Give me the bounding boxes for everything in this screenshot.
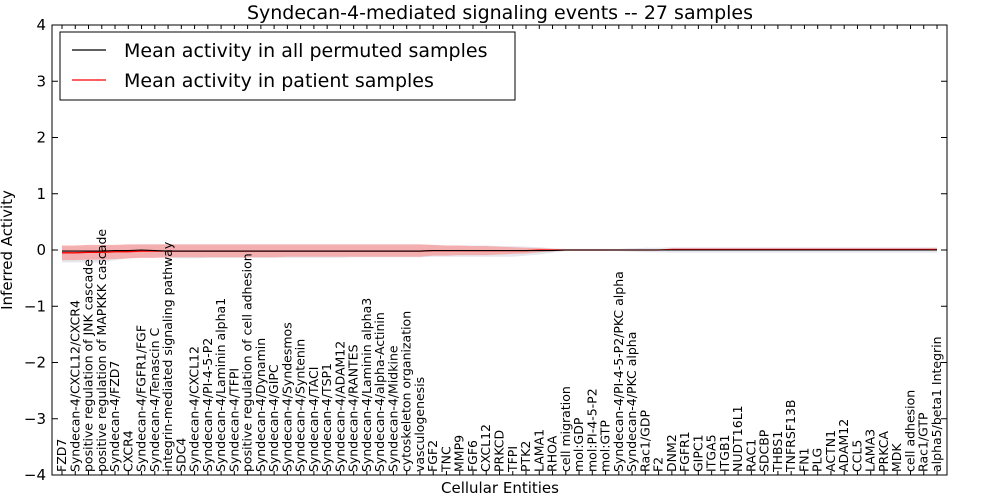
- x-category-label: alpha5/beta1 Integrin: [929, 336, 944, 472]
- x-category-label: cell migration: [558, 386, 573, 472]
- x-category-label: Syndecan-4/PKC alpha: [624, 332, 639, 472]
- x-category-label: Syndecan-4/ADAM12: [332, 341, 347, 472]
- x-category-label: Syndecan-4/Laminin alpha3: [359, 298, 374, 472]
- x-category-label: MDK: [889, 443, 904, 472]
- x-category-label: Syndecan-4/GIPC: [266, 364, 281, 472]
- x-category-label: FGF2: [425, 440, 440, 472]
- x-category-label: TNFRSF13B: [783, 400, 798, 473]
- x-category-label: DNM2: [664, 434, 679, 472]
- x-category-label: Syndecan-4/Tenascin C: [147, 327, 162, 472]
- x-category-label: Syndecan-4/Syndesmos: [279, 322, 294, 472]
- legend-label-patient: Mean activity in patient samples: [124, 70, 434, 92]
- y-tick-label: −4: [24, 466, 46, 484]
- x-category-label: Rac1/GDP: [637, 410, 652, 472]
- y-tick-label: 3: [36, 72, 46, 90]
- x-category-label: Syndecan-4/CXCL12/CXCR4: [67, 300, 82, 472]
- legend-box: [59, 31, 516, 101]
- y-tick-label: −2: [24, 354, 46, 372]
- y-tick-label: 2: [36, 129, 46, 147]
- band-patient: [62, 244, 937, 261]
- x-category-label: Syndecan-4/RANTES: [346, 344, 361, 472]
- x-category-label: Syndecan-4/FGFR1/FGF: [134, 325, 149, 472]
- x-category-label: CCL5: [850, 440, 865, 472]
- x-axis-label: Cellular Entities: [441, 479, 559, 497]
- confidence-bands: [62, 244, 937, 263]
- x-category-label: cell adhesion: [903, 390, 918, 472]
- x-category-label: LAMA3: [863, 429, 878, 472]
- x-category-label: THBS1: [770, 431, 785, 473]
- x-category-label: FGF6: [465, 440, 480, 472]
- x-category-label: Syndecan-4/TSP1: [319, 363, 334, 472]
- series-lines: [62, 248, 937, 254]
- y-tick-label: 4: [36, 16, 46, 34]
- x-category-label: Syndecan-4/PI-4-5-P2/PKC alpha: [611, 271, 626, 472]
- x-category-label: SDC4: [173, 438, 188, 472]
- y-axis-label: Inferred Activity: [0, 190, 16, 310]
- x-axis: [61, 25, 938, 475]
- y-tick-label: −1: [24, 297, 46, 315]
- x-category-label: Syndecan-4/Dynamin: [253, 338, 268, 472]
- x-category-label: FN1: [796, 447, 811, 472]
- y-tick-label: −3: [24, 410, 46, 428]
- x-category-label: mol:GDP: [571, 417, 586, 472]
- x-category-label: GIPC1: [690, 434, 705, 472]
- x-category-label: cytoskeleton organization: [399, 311, 414, 472]
- x-category-label: ACTN1: [823, 430, 838, 472]
- x-category-label: FZD7: [54, 439, 69, 472]
- x-category-label: PTK2: [518, 441, 533, 472]
- x-category-label: F2: [651, 457, 666, 472]
- x-category-label: MMP9: [452, 435, 467, 472]
- y-tick-label: 1: [36, 185, 46, 203]
- x-category-label: PRKCD: [492, 430, 507, 472]
- x-category-label: Syndecan-4/FZD7: [107, 361, 122, 472]
- x-category-label: SDCBP: [757, 429, 772, 472]
- chart-title: Syndecan-4-mediated signaling events -- …: [247, 2, 753, 24]
- x-category-label: positive regulation of JNK cascade: [81, 259, 96, 472]
- x-category-label: integrin-mediated signaling pathway: [160, 241, 175, 472]
- x-category-label: Rac1/GTP: [916, 412, 931, 472]
- x-category-label: positive regulation of MAPKKK cascade: [94, 229, 109, 472]
- x-category-label: RHOA: [545, 435, 560, 472]
- x-category-label: TFPI: [505, 446, 520, 473]
- x-category-label: mol:GTP: [598, 420, 613, 472]
- x-category-label: Syndecan-4/PI-4-5-P2: [200, 338, 215, 472]
- x-category-label: Syndecan-4/TFPI: [226, 368, 241, 472]
- x-category-label: positive regulation of cell adhesion: [240, 253, 255, 472]
- x-category-label: ITGB1: [717, 434, 732, 472]
- x-category-label: ADAM12: [836, 419, 851, 472]
- legend-label-permuted: Mean activity in all permuted samples: [124, 40, 487, 62]
- x-category-label: PRKCA: [876, 431, 891, 472]
- x-category-label: NUDT16L1: [730, 405, 745, 472]
- x-category-label: vasculogenesis: [412, 377, 427, 472]
- x-category-label: Syndecan-4/alpha-Actinin: [372, 312, 387, 472]
- x-category-label: mol:PI-4-5-P2: [584, 388, 599, 472]
- x-category-label: Syndecan-4/Midkine: [385, 345, 400, 472]
- x-category-label: FGFR1: [677, 431, 692, 472]
- x-category-label: ITGA5: [704, 434, 719, 472]
- x-category-label: Syndecan-4/Syntenin: [293, 339, 308, 472]
- line-permuted: [62, 249, 937, 252]
- x-category-label: Syndecan-4/TACI: [306, 367, 321, 472]
- x-category-label: Syndecan-4/CXCL12: [187, 346, 202, 472]
- x-category-label: CXCL12: [478, 424, 493, 472]
- x-category-label: TNC: [439, 446, 454, 473]
- x-category-label: RAC1: [743, 439, 758, 472]
- legend: Mean activity in all permuted samples Me…: [59, 31, 516, 101]
- x-category-label: LAMA1: [531, 429, 546, 472]
- x-category-label: Syndecan-4/Laminin alpha1: [213, 298, 228, 472]
- x-category-label: PLG: [810, 448, 825, 472]
- x-category-label: CXCR4: [120, 430, 135, 472]
- y-axis: −4 −3 −2 −1 0 1 2 3 4: [24, 16, 947, 484]
- y-tick-label: 0: [36, 241, 46, 259]
